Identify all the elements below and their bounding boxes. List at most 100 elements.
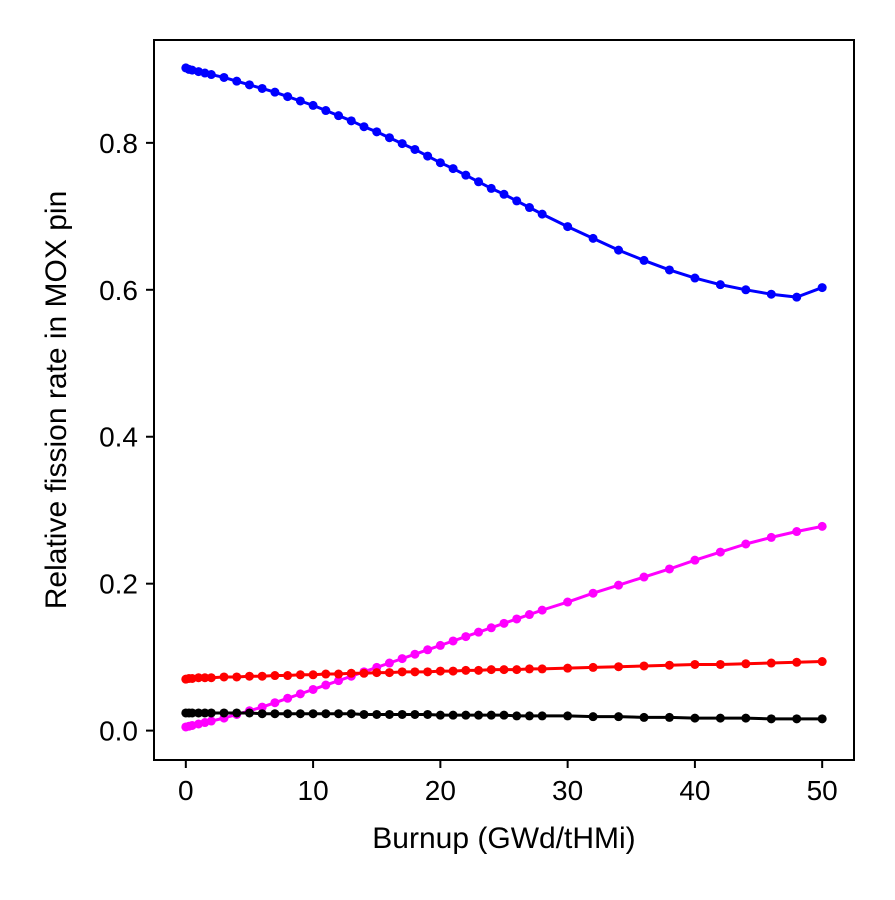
data-point-red — [664, 660, 674, 670]
data-point-red — [219, 672, 229, 682]
data-point-red — [499, 665, 509, 675]
data-point-red — [295, 670, 305, 680]
data-point-blue — [295, 96, 305, 106]
data-point-magenta — [486, 623, 496, 633]
data-point-black — [486, 710, 496, 720]
data-point-magenta — [410, 649, 420, 659]
data-point-red — [715, 659, 725, 669]
data-point-magenta — [461, 632, 471, 642]
data-point-red — [200, 673, 210, 683]
data-point-magenta — [524, 610, 534, 620]
plot-frame — [153, 39, 855, 761]
data-point-red — [270, 671, 280, 681]
data-point-red — [563, 663, 573, 673]
data-point-magenta — [499, 618, 509, 628]
data-point-black — [537, 711, 547, 721]
data-point-blue — [766, 289, 776, 299]
data-point-red — [435, 666, 445, 676]
data-point-red — [206, 673, 216, 683]
data-point-black — [474, 710, 484, 720]
data-point-blue — [817, 283, 827, 293]
data-point-black — [715, 713, 725, 723]
data-point-red — [346, 668, 356, 678]
data-point-black — [334, 709, 344, 719]
data-point-black — [283, 709, 293, 719]
data-point-blue — [206, 70, 216, 80]
data-point-black — [664, 712, 674, 722]
data-point-blue — [792, 292, 802, 302]
data-point-magenta — [283, 693, 293, 703]
data-point-black — [639, 712, 649, 722]
data-point-blue — [219, 72, 229, 82]
data-point-blue — [474, 177, 484, 187]
data-point-blue — [423, 151, 433, 161]
data-point-black — [741, 713, 751, 723]
data-point-red — [448, 666, 458, 676]
data-point-blue — [537, 209, 547, 219]
data-point-magenta — [588, 588, 598, 598]
data-point-blue — [283, 92, 293, 102]
data-point-red — [244, 671, 254, 681]
data-point-black — [359, 709, 369, 719]
data-point-magenta — [715, 547, 725, 557]
data-point-red — [283, 671, 293, 681]
data-point-blue — [346, 116, 356, 126]
data-point-blue — [715, 280, 725, 290]
y-tick-label: 0.2 — [99, 569, 138, 600]
data-point-red — [410, 667, 420, 677]
x-tick-label: 0 — [178, 775, 194, 806]
data-point-blue — [334, 111, 344, 121]
data-point-blue — [232, 76, 242, 86]
series-red — [181, 657, 827, 684]
data-point-blue — [372, 127, 382, 137]
data-point-black — [308, 709, 318, 719]
axes-layer: 0 10 20 30 40 50 0.0 0.2 0.4 0.6 0.8 — [99, 128, 838, 806]
data-point-black — [512, 711, 522, 721]
data-point-blue — [690, 273, 700, 283]
data-point-magenta — [817, 521, 827, 531]
data-point-red — [257, 671, 267, 681]
data-point-red — [741, 659, 751, 669]
data-point-red — [359, 668, 369, 678]
data-point-black — [614, 712, 624, 722]
data-point-blue — [664, 265, 674, 275]
data-point-blue — [741, 285, 751, 295]
data-point-magenta — [563, 597, 573, 607]
data-point-red — [308, 670, 318, 680]
data-point-magenta — [639, 572, 649, 582]
data-point-magenta — [448, 636, 458, 646]
data-point-red — [372, 668, 382, 678]
data-point-blue — [359, 122, 369, 132]
series-blue — [181, 63, 827, 302]
x-tick-label: 20 — [425, 775, 456, 806]
data-point-blue — [410, 144, 420, 154]
data-point-magenta — [537, 605, 547, 615]
series-black — [181, 708, 827, 724]
data-point-black — [563, 711, 573, 721]
data-point-magenta — [766, 532, 776, 542]
data-point-blue — [512, 196, 522, 206]
data-point-black — [792, 714, 802, 724]
data-point-magenta — [334, 676, 344, 686]
data-point-red — [614, 662, 624, 672]
data-point-magenta — [423, 645, 433, 655]
y-tick-label: 0.0 — [99, 716, 138, 747]
data-point-black — [817, 714, 827, 724]
data-point-red — [524, 664, 534, 674]
data-point-black — [206, 708, 216, 718]
data-point-magenta — [308, 684, 318, 694]
data-point-magenta — [792, 527, 802, 537]
data-point-black — [499, 710, 509, 720]
data-point-blue — [270, 87, 280, 97]
data-point-black — [232, 708, 242, 718]
data-point-black — [448, 710, 458, 720]
data-point-magenta — [741, 539, 751, 549]
data-point-black — [766, 714, 776, 724]
data-point-red — [397, 667, 407, 677]
data-point-magenta — [512, 614, 522, 624]
data-point-red — [817, 657, 827, 667]
data-point-magenta — [690, 555, 700, 565]
data-point-red — [537, 664, 547, 674]
data-point-magenta — [474, 627, 484, 637]
